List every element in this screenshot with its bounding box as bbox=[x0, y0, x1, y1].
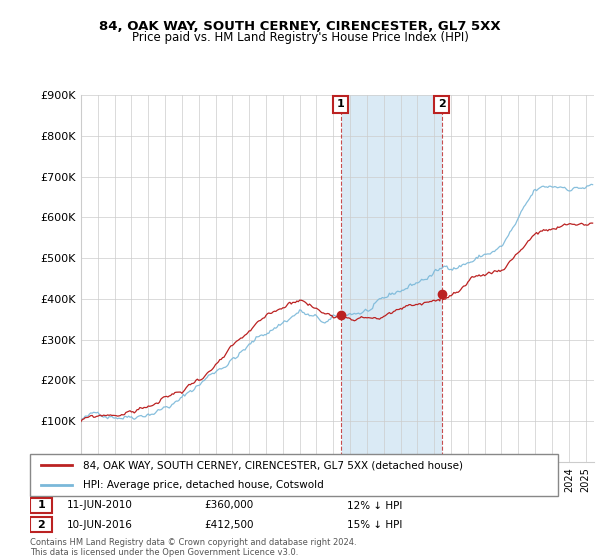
Text: 2: 2 bbox=[438, 99, 445, 109]
Text: 2: 2 bbox=[37, 520, 45, 530]
Text: 1: 1 bbox=[337, 99, 344, 109]
FancyBboxPatch shape bbox=[30, 517, 52, 532]
Text: 1: 1 bbox=[37, 501, 45, 511]
Text: 84, OAK WAY, SOUTH CERNEY, CIRENCESTER, GL7 5XX (detached house): 84, OAK WAY, SOUTH CERNEY, CIRENCESTER, … bbox=[83, 460, 463, 470]
Text: 10-JUN-2016: 10-JUN-2016 bbox=[67, 520, 133, 530]
Text: 84, OAK WAY, SOUTH CERNEY, CIRENCESTER, GL7 5XX: 84, OAK WAY, SOUTH CERNEY, CIRENCESTER, … bbox=[99, 20, 501, 32]
Text: Contains HM Land Registry data © Crown copyright and database right 2024.
This d: Contains HM Land Registry data © Crown c… bbox=[30, 538, 356, 557]
Text: 12% ↓ HPI: 12% ↓ HPI bbox=[347, 501, 402, 511]
Text: Price paid vs. HM Land Registry's House Price Index (HPI): Price paid vs. HM Land Registry's House … bbox=[131, 31, 469, 44]
FancyBboxPatch shape bbox=[30, 498, 52, 513]
Text: 11-JUN-2010: 11-JUN-2010 bbox=[67, 501, 133, 511]
Text: £360,000: £360,000 bbox=[204, 501, 253, 511]
FancyBboxPatch shape bbox=[30, 454, 558, 496]
Text: 15% ↓ HPI: 15% ↓ HPI bbox=[347, 520, 402, 530]
Text: HPI: Average price, detached house, Cotswold: HPI: Average price, detached house, Cots… bbox=[83, 480, 323, 490]
Text: £412,500: £412,500 bbox=[204, 520, 254, 530]
